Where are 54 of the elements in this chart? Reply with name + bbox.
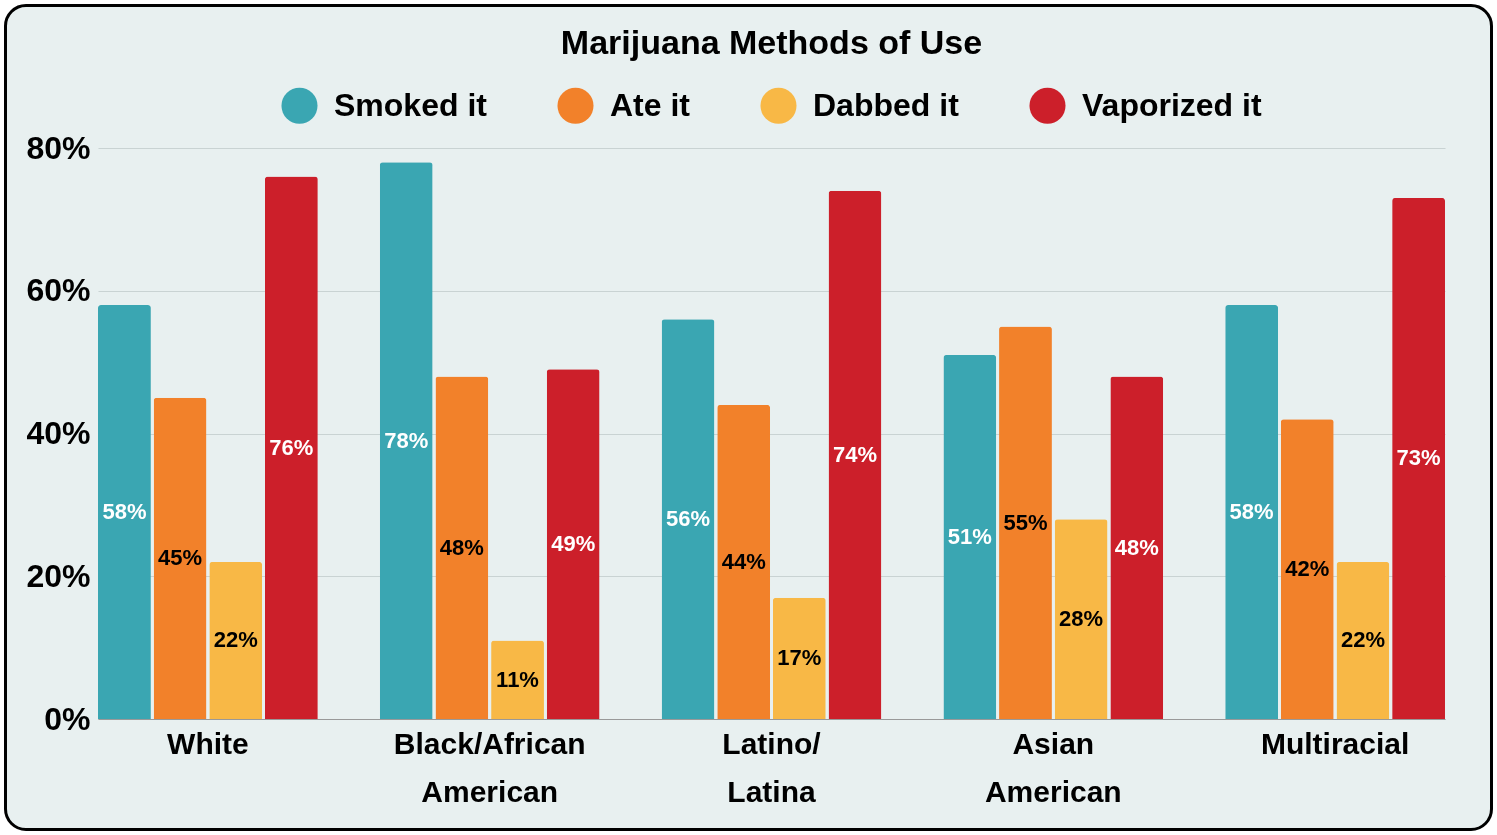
bar [546, 369, 600, 719]
bar [209, 561, 263, 719]
x-tick-label: Latino/ Latina [722, 726, 822, 808]
data-label: 44% [721, 548, 766, 574]
x-tick-label: White [167, 726, 249, 760]
data-label: 42% [1285, 556, 1330, 582]
y-tick-label: 0% [44, 700, 91, 737]
chart-title: Marijuana Methods of Use [560, 23, 983, 61]
data-label: 51% [947, 523, 992, 549]
legend-label: Ate it [610, 86, 691, 123]
bar [1054, 519, 1108, 719]
x-tick-label: Multiracial [1260, 726, 1410, 760]
y-tick-label: 40% [26, 415, 91, 451]
bar [999, 326, 1052, 719]
data-label: 76% [269, 434, 314, 460]
bar [435, 376, 489, 719]
data-label: 22% [213, 627, 258, 653]
x-tick-label: Asian American [984, 726, 1122, 808]
y-tick-label: 80% [26, 129, 91, 166]
data-label: 74% [832, 441, 877, 467]
legend-label: Vaporized it [1082, 86, 1262, 123]
data-label: 17% [777, 645, 822, 671]
bar [1392, 197, 1445, 719]
bar [1280, 419, 1334, 719]
bar [1110, 376, 1164, 719]
x-tick-label: Black/African American [393, 726, 586, 808]
bar [379, 162, 433, 719]
bar [98, 305, 151, 719]
legend-label: Dabbed it [813, 86, 960, 123]
data-label: 28% [1059, 606, 1104, 632]
data-label: 58% [102, 499, 147, 525]
bar [772, 597, 826, 719]
legend-label: Smoked it [334, 86, 488, 123]
data-label: 49% [551, 531, 596, 557]
y-tick-label: 20% [26, 557, 91, 594]
bar [828, 190, 882, 719]
data-label: 58% [1229, 499, 1274, 525]
data-label: 11% [496, 666, 539, 692]
bar [661, 319, 715, 719]
bar [264, 176, 318, 719]
bar [153, 397, 207, 719]
data-label: 56% [666, 506, 711, 532]
bar [943, 354, 997, 719]
data-label: 22% [1340, 627, 1385, 653]
data-label: 48% [1114, 534, 1159, 560]
bar [1336, 561, 1390, 719]
data-label: 73% [1396, 445, 1441, 471]
data-label: 48% [439, 534, 484, 560]
bar [1225, 305, 1279, 719]
data-label: 55% [1003, 509, 1048, 535]
data-label: 45% [158, 545, 203, 571]
y-tick-label: 60% [26, 272, 91, 309]
bar [717, 404, 771, 719]
data-label: 78% [384, 427, 429, 453]
